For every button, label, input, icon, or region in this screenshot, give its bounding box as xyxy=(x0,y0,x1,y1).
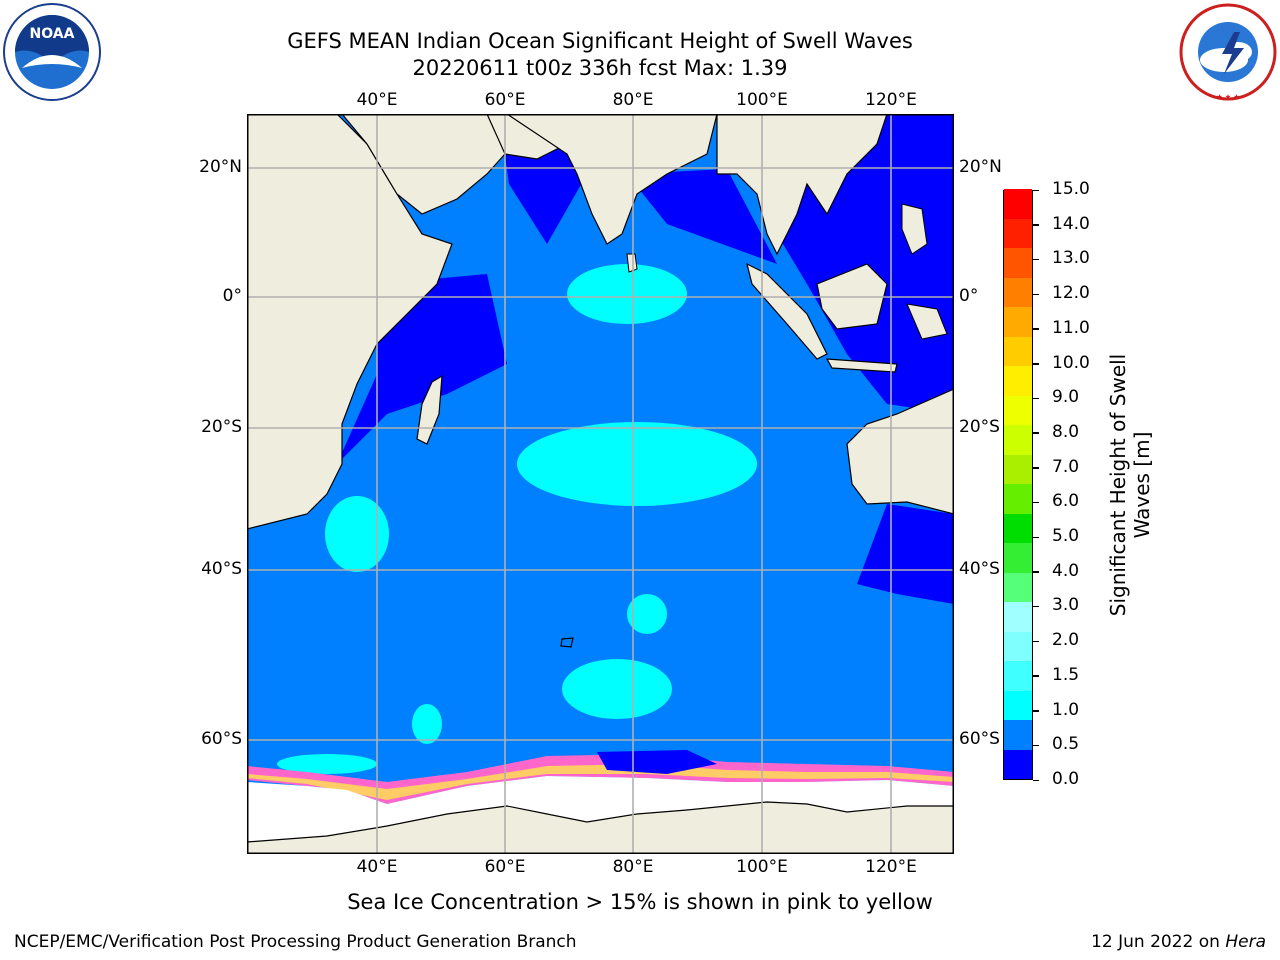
lat-label-right: 0° xyxy=(959,286,979,306)
colorbar-tick-label: 3.0 xyxy=(1052,595,1080,616)
chart-title: GEFS MEAN Indian Ocean Significant Heigh… xyxy=(287,29,913,53)
colorbar-segment xyxy=(1004,454,1032,484)
colorbar-segment xyxy=(1004,719,1032,750)
colorbar-tick-mark xyxy=(1033,328,1039,330)
colorbar-tick-mark xyxy=(1033,779,1039,781)
noaa-logo: NOAA xyxy=(2,2,102,102)
colorbar-segment xyxy=(1004,306,1032,337)
sea-ice-note: Sea Ice Concentration > 15% is shown in … xyxy=(347,890,933,914)
colorbar-label-line2: Waves [m] xyxy=(1130,431,1154,539)
svg-text:★ ★ ★: ★ ★ ★ xyxy=(1216,93,1239,101)
colorbar-segment xyxy=(1004,424,1032,455)
lat-label-right: 20°N xyxy=(959,157,1002,177)
noaa-logo-text: NOAA xyxy=(30,26,75,42)
lat-label-left: 20°N xyxy=(199,157,242,177)
colorbar-tick-mark xyxy=(1033,258,1039,261)
colorbar-tick-mark xyxy=(1033,224,1039,226)
lat-label-left: 0° xyxy=(222,286,242,306)
lon-label-bottom: 100°E xyxy=(736,857,788,877)
colorbar-segment xyxy=(1004,188,1032,219)
lon-label-top: 100°E xyxy=(736,90,788,110)
nws-logo: ★ ★ ★ xyxy=(1178,2,1278,102)
colorbar-tick-label: 12.0 xyxy=(1052,283,1090,304)
colorbar-tick-label: 7.0 xyxy=(1052,456,1080,477)
colorbar-tick-label: 14.0 xyxy=(1052,213,1090,234)
colorbar-tick-mark xyxy=(1033,432,1039,434)
colorbar-tick-label: 2.0 xyxy=(1052,630,1080,651)
lat-label-right: 60°S xyxy=(959,729,1000,749)
colorbar-tick-mark xyxy=(1033,744,1039,747)
colorbar-segment xyxy=(1004,513,1032,543)
colorbar-segment xyxy=(1004,690,1032,720)
lon-label-bottom: 60°E xyxy=(484,857,526,877)
colorbar-tick-mark xyxy=(1033,397,1039,400)
colorbar-tick-mark xyxy=(1033,467,1039,469)
colorbar-tick-mark xyxy=(1033,675,1039,677)
lat-label-right: 40°S xyxy=(959,559,1000,579)
colorbar-segment xyxy=(1004,336,1032,366)
lat-label-left: 60°S xyxy=(201,729,242,749)
colorbar-segment xyxy=(1004,395,1032,425)
colorbar-tick-mark xyxy=(1033,571,1039,573)
colorbar-tick-label: 6.0 xyxy=(1052,491,1080,512)
lat-label-right: 20°S xyxy=(959,417,1000,437)
colorbar-tick-mark xyxy=(1033,293,1039,296)
colorbar-label-line1: Significant Height of Swell xyxy=(1106,353,1130,617)
footer-machine: Hera xyxy=(1225,932,1266,952)
colorbar-tick-label: 1.0 xyxy=(1052,699,1080,720)
colorbar-tick-label: 15.0 xyxy=(1052,179,1090,199)
colorbar-tick-label: 11.0 xyxy=(1052,317,1090,338)
colorbar-tick-mark xyxy=(1033,189,1039,191)
colorbar-tick-mark xyxy=(1033,640,1039,643)
lat-label-left: 40°S xyxy=(201,559,242,579)
lon-label-bottom: 120°E xyxy=(865,857,917,877)
lon-label-top: 60°E xyxy=(484,90,526,110)
colorbar-tick-label: 10.0 xyxy=(1052,352,1090,373)
colorbar-tick-mark xyxy=(1033,710,1039,712)
colorbar-segment xyxy=(1004,218,1032,248)
colorbar-tick-label: 0.0 xyxy=(1052,769,1080,789)
colorbar-segment xyxy=(1004,601,1032,632)
colorbar-tick-label: 1.5 xyxy=(1052,664,1080,685)
footer-credit: NCEP/EMC/Verification Post Processing Pr… xyxy=(14,932,577,952)
colorbar-tick-label: 9.0 xyxy=(1052,387,1080,408)
colorbar-segment xyxy=(1004,277,1032,307)
colorbar-segment xyxy=(1004,542,1032,573)
lon-label-top: 120°E xyxy=(865,90,917,110)
colorbar-segment xyxy=(1004,749,1032,779)
colorbar-tick-mark xyxy=(1033,363,1039,365)
colorbar-tick-label: 0.5 xyxy=(1052,734,1080,755)
lat-label-left: 20°S xyxy=(201,417,242,437)
colorbar-tick-label: 4.0 xyxy=(1052,560,1080,581)
colorbar xyxy=(1003,188,1033,780)
colorbar-segment xyxy=(1004,247,1032,278)
colorbar-segment xyxy=(1004,572,1032,602)
colorbar-tick-mark xyxy=(1033,605,1039,608)
colorbar-segment xyxy=(1004,365,1032,396)
colorbar-segment xyxy=(1004,483,1032,514)
colorbar-tick-label: 5.0 xyxy=(1052,526,1080,547)
map-panel xyxy=(246,113,955,855)
lon-label-bottom: 80°E xyxy=(612,857,654,877)
colorbar-tick-mark xyxy=(1033,536,1039,539)
colorbar-segment xyxy=(1004,631,1032,661)
footer-date-text: 12 Jun 2022 on xyxy=(1091,932,1226,952)
colorbar-tick-label: 13.0 xyxy=(1052,248,1090,269)
colorbar-tick-mark xyxy=(1033,501,1039,504)
lon-label-top: 40°E xyxy=(356,90,398,110)
lon-label-bottom: 40°E xyxy=(356,857,398,877)
colorbar-segment xyxy=(1004,660,1032,691)
footer-date: 12 Jun 2022 on Hera xyxy=(1091,932,1266,952)
lon-label-top: 80°E xyxy=(612,90,654,110)
colorbar-tick-label: 8.0 xyxy=(1052,421,1080,442)
chart-subtitle: 20220611 t00z 336h fcst Max: 1.39 xyxy=(412,56,788,80)
